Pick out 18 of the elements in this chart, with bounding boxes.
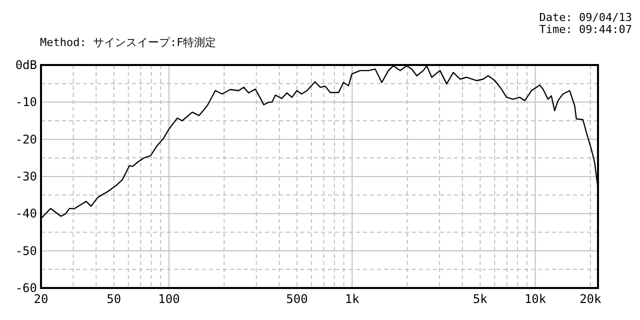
y-tick-label: -30: [15, 170, 37, 184]
y-tick-label: -10: [15, 95, 37, 110]
x-tick-label: 20k: [580, 292, 602, 306]
y-tick-label: 0dB: [15, 58, 37, 72]
y-tick-label: -50: [15, 244, 37, 258]
x-tick-label: 500: [286, 292, 308, 306]
text: Method: サインスイープ:F特測定: [40, 36, 216, 49]
x-tick-label: 10k: [524, 292, 547, 306]
x-tick-label: 50: [106, 292, 122, 306]
x-tick-label: 100: [158, 292, 180, 306]
x-tick-label: 5k: [472, 292, 488, 306]
x-tick-label: 1k: [344, 292, 360, 306]
text: Date: 09/04/13: [539, 11, 632, 24]
y-tick-label: -60: [15, 281, 37, 295]
y-tick-label: -40: [15, 206, 37, 221]
text: Time: 09:44:07: [539, 23, 632, 36]
y-tick-label: -20: [15, 132, 37, 146]
x-tick-label: 20: [34, 292, 48, 306]
